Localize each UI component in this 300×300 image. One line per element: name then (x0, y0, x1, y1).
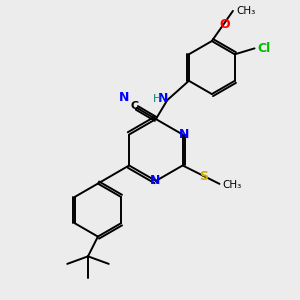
Text: CH₃: CH₃ (236, 6, 255, 16)
Text: CH₃: CH₃ (222, 180, 241, 190)
Text: N: N (149, 174, 160, 188)
Text: O: O (219, 18, 230, 31)
Text: C: C (130, 101, 139, 111)
Text: N: N (119, 91, 129, 104)
Text: Cl: Cl (257, 42, 270, 55)
Text: N: N (158, 92, 168, 105)
Text: S: S (200, 170, 208, 183)
Text: H: H (153, 94, 162, 104)
Text: N: N (179, 128, 189, 141)
